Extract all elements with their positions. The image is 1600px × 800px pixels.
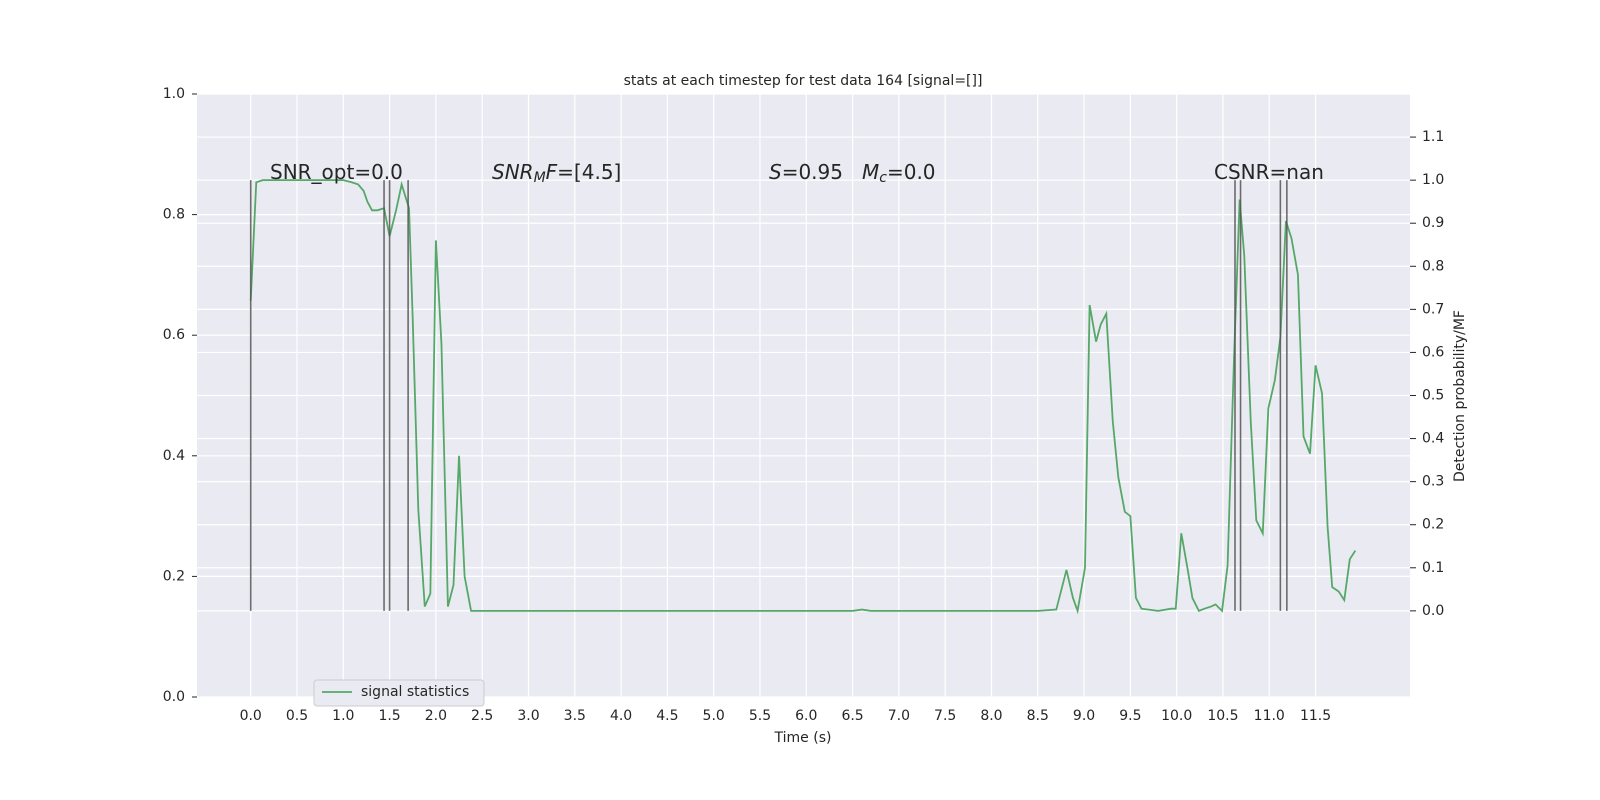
y2-tick-label: 0.8 (1422, 258, 1444, 274)
y2-tick-label: 0.1 (1422, 560, 1444, 576)
y2-tick-label: 0.4 (1422, 431, 1444, 447)
annotation-part: =0.95 (782, 160, 843, 184)
x-tick-label: 7.0 (888, 708, 910, 724)
annotation: SNRMF=[4.5] (492, 160, 621, 187)
y2-tick-label: 0.0 (1422, 603, 1444, 619)
x-tick-label: 11.0 (1254, 708, 1285, 724)
x-tick-label: 2.0 (425, 708, 447, 724)
x-tick-label: 7.5 (934, 708, 956, 724)
y-tick-label: 0.0 (163, 689, 185, 705)
annotation: CSNR=nan (1214, 160, 1324, 184)
x-tick-label: 3.5 (564, 708, 586, 724)
annotation-part: M (862, 160, 879, 184)
x-tick-label: 0.0 (240, 708, 262, 724)
y2-tick-label: 0.6 (1422, 344, 1444, 360)
annotation-part: SNR (492, 160, 534, 184)
legend-box (313, 679, 485, 707)
y2-axis-label: Detection probability/MF (1452, 310, 1468, 482)
y-tick-label: 1.0 (163, 86, 185, 102)
annotation-part: =[4.5] (557, 160, 621, 184)
y-tick-label: 0.6 (163, 327, 185, 343)
y-tick-label: 0.2 (163, 568, 185, 584)
y2-tick-label: 1.1 (1422, 129, 1444, 145)
y-tick-label: 0.8 (163, 207, 185, 223)
y2-tick-label: 0.2 (1422, 517, 1444, 533)
x-tick-label: 5.5 (749, 708, 771, 724)
annotation-part: CSNR=nan (1214, 160, 1324, 184)
x-axis-label: Time (s) (774, 730, 832, 746)
x-tick-label: 9.0 (1073, 708, 1095, 724)
annotation: S=0.95 (769, 160, 843, 184)
x-tick-label: 4.0 (610, 708, 632, 724)
x-tick-label: 4.5 (656, 708, 678, 724)
y2-tick-label: 0.3 (1422, 474, 1444, 490)
x-tick-label: 0.5 (286, 708, 308, 724)
x-tick-label: 1.5 (378, 708, 400, 724)
annotation-part: SNR_opt=0.0 (270, 160, 403, 184)
x-tick-label: 8.5 (1027, 708, 1049, 724)
x-tick-label: 10.5 (1207, 708, 1238, 724)
y-tick-label: 0.4 (163, 448, 185, 464)
x-tick-label: 10.0 (1161, 708, 1192, 724)
annotation: SNR_opt=0.0 (270, 160, 403, 184)
y2-tick-label: 0.5 (1422, 388, 1444, 404)
x-tick-label: 8.0 (980, 708, 1002, 724)
x-tick-label: 5.0 (703, 708, 725, 724)
annotation-part: c (879, 170, 887, 186)
chart-title: stats at each timestep for test data 164… (624, 73, 983, 89)
x-tick-label: 11.5 (1300, 708, 1331, 724)
x-tick-label: 9.5 (1119, 708, 1141, 724)
y2-tick-label: 0.9 (1422, 215, 1444, 231)
annotation: Mc=0.0 (862, 160, 936, 187)
x-tick-label: 6.5 (841, 708, 863, 724)
data-line (249, 179, 1357, 615)
y2-tick-label: 0.7 (1422, 301, 1444, 317)
annotation-part: M (534, 170, 546, 186)
x-tick-label: 3.0 (517, 708, 539, 724)
x-tick-label: 2.5 (471, 708, 493, 724)
y2-tick-label: 1.0 (1422, 172, 1444, 188)
legend-label: signal statistics (361, 684, 469, 700)
x-tick-label: 1.0 (332, 708, 354, 724)
annotation-part: =0.0 (887, 160, 936, 184)
annotation-part: F (546, 160, 558, 184)
annotation-part: S (769, 160, 782, 184)
x-tick-label: 6.0 (795, 708, 817, 724)
